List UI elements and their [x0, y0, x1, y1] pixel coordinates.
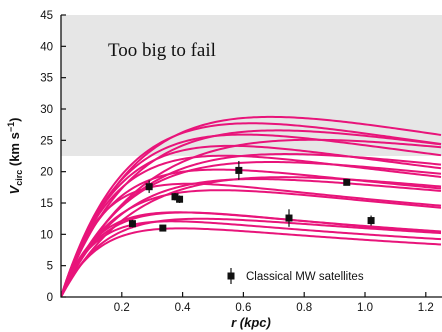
y-tick-label: 35	[40, 73, 53, 85]
x-tick-label: 1.2	[418, 302, 434, 314]
too-big-to-fail-region	[61, 15, 442, 156]
square-marker	[176, 195, 184, 203]
x-tick-label: 1.0	[357, 302, 373, 314]
subhalo-curve-8	[61, 154, 442, 297]
satellite-points	[128, 161, 375, 232]
square-marker	[128, 220, 136, 228]
square-marker	[343, 178, 351, 186]
subhalo-curve-13	[61, 189, 442, 297]
x-tick-label: 0.8	[296, 302, 312, 314]
y-axis-title-sub: circ	[14, 170, 24, 186]
y-tick-label: 5	[47, 261, 53, 273]
y-tick-label: 15	[40, 198, 53, 210]
square-marker	[145, 183, 153, 191]
subhalo-curve-11	[61, 168, 442, 297]
y-axis-title: Vcirc (km s−1)	[6, 118, 24, 195]
y-axis-title-units: (km s	[7, 132, 22, 170]
y-tick-label: 30	[40, 104, 53, 116]
y-tick-label: 10	[40, 229, 53, 241]
legend-marker	[227, 268, 235, 284]
satellite-point-1	[128, 219, 136, 228]
satellite-point-5	[176, 195, 184, 203]
subhalo-curves	[61, 115, 442, 297]
satellite-point-9	[367, 215, 375, 226]
legend: Classical MW satellites	[227, 268, 364, 284]
subhalo-curve-9	[61, 161, 442, 297]
subhalo-curve-19	[61, 227, 442, 297]
y-tick-label: 45	[40, 10, 53, 22]
x-tick-label: 0.2	[114, 302, 130, 314]
y-axis-title-v: V	[7, 184, 22, 194]
satellite-point-6	[235, 161, 243, 180]
legend-label: Classical MW satellites	[246, 271, 364, 283]
subhalo-curve-17	[61, 217, 442, 297]
y-tick-label: 20	[40, 167, 53, 179]
square-marker	[367, 217, 375, 225]
subhalo-curve-5	[61, 138, 442, 297]
subhalo-curve-2	[61, 122, 442, 297]
subhalo-curve-4	[61, 133, 442, 297]
y-tick-label: 25	[40, 135, 53, 147]
subhalo-curve-6	[61, 144, 442, 297]
satellite-point-4	[171, 192, 179, 201]
too-big-to-fail-label: Too big to fail	[108, 40, 216, 61]
square-marker	[171, 193, 179, 201]
y-tick-label: 40	[40, 41, 53, 53]
x-tick-label: 0.6	[235, 302, 251, 314]
satellite-point-3	[159, 224, 167, 232]
axes: 0 5 10 15 20 25 30 35 40 45 0.2 0.4 0.6 0.8 1.0 1.2	[40, 10, 442, 314]
x-axis-title: r (kpc)	[231, 315, 271, 330]
subhalo-curve-14	[61, 182, 442, 297]
satellite-point-2	[145, 180, 153, 193]
x-tick-label: 0.4	[175, 302, 192, 314]
satellite-point-7	[285, 209, 293, 227]
subhalo-curve-16	[61, 211, 442, 297]
y-tick-label: 0	[47, 292, 53, 304]
y-axis-title-sup: −1	[6, 122, 16, 132]
satellite-point-8	[343, 178, 351, 186]
square-marker	[235, 166, 243, 174]
subhalo-curve-18	[61, 220, 442, 297]
square-marker	[159, 224, 167, 232]
square-marker	[285, 214, 293, 222]
y-axis-title-close: )	[7, 118, 22, 122]
